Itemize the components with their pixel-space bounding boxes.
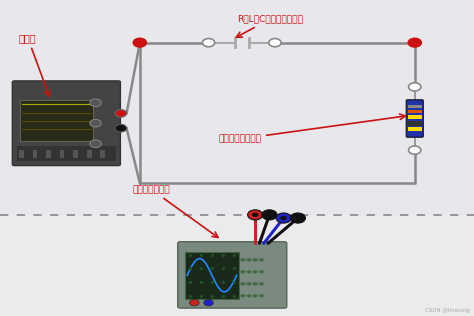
Circle shape	[202, 39, 215, 47]
Bar	[46, 150, 51, 158]
Bar	[408, 105, 422, 108]
Circle shape	[115, 125, 127, 132]
Circle shape	[259, 294, 264, 297]
Circle shape	[266, 213, 273, 217]
Circle shape	[240, 282, 245, 285]
Circle shape	[240, 294, 245, 297]
FancyBboxPatch shape	[178, 242, 287, 308]
Circle shape	[246, 294, 251, 297]
Circle shape	[240, 270, 245, 273]
Circle shape	[276, 213, 291, 223]
Circle shape	[259, 258, 264, 261]
Circle shape	[90, 119, 101, 127]
Bar	[73, 150, 78, 158]
Circle shape	[409, 83, 421, 91]
Circle shape	[246, 282, 251, 285]
Bar	[0, 0, 474, 215]
Bar	[185, 252, 239, 299]
Circle shape	[253, 294, 257, 297]
Circle shape	[269, 39, 281, 47]
Circle shape	[259, 270, 264, 273]
Bar	[20, 100, 93, 141]
Circle shape	[204, 300, 213, 306]
Circle shape	[294, 216, 301, 220]
Bar	[0, 215, 474, 316]
Bar	[19, 150, 24, 158]
Circle shape	[115, 110, 127, 117]
Bar	[60, 150, 64, 158]
Circle shape	[290, 213, 305, 223]
Circle shape	[280, 216, 287, 220]
Bar	[408, 110, 422, 113]
Text: 信号源: 信号源	[19, 33, 50, 96]
FancyBboxPatch shape	[12, 81, 120, 166]
Circle shape	[262, 210, 277, 220]
Bar	[408, 121, 422, 125]
Bar	[33, 150, 37, 158]
Bar	[100, 150, 105, 158]
Circle shape	[253, 270, 257, 273]
Text: CSDN @linening: CSDN @linening	[425, 308, 469, 313]
Circle shape	[247, 210, 263, 220]
Circle shape	[409, 146, 421, 154]
Circle shape	[133, 38, 146, 47]
Circle shape	[253, 282, 257, 285]
Circle shape	[259, 282, 264, 285]
Text: 示波器测量件表: 示波器测量件表	[133, 185, 218, 237]
Circle shape	[252, 213, 258, 217]
Circle shape	[90, 140, 101, 148]
Bar	[408, 115, 422, 119]
Circle shape	[190, 300, 199, 306]
FancyBboxPatch shape	[406, 100, 423, 137]
Circle shape	[408, 38, 421, 47]
Text: R、L、C元器件放置位置: R、L、C元器件放置位置	[237, 15, 303, 37]
Circle shape	[240, 258, 245, 261]
Circle shape	[253, 258, 257, 261]
Circle shape	[246, 270, 251, 273]
Circle shape	[246, 258, 251, 261]
Text: 电流测量取样电阵: 电流测量取样电阵	[218, 114, 405, 143]
Bar	[17, 146, 116, 161]
Circle shape	[90, 99, 101, 106]
Bar	[408, 127, 422, 131]
Bar	[87, 150, 91, 158]
